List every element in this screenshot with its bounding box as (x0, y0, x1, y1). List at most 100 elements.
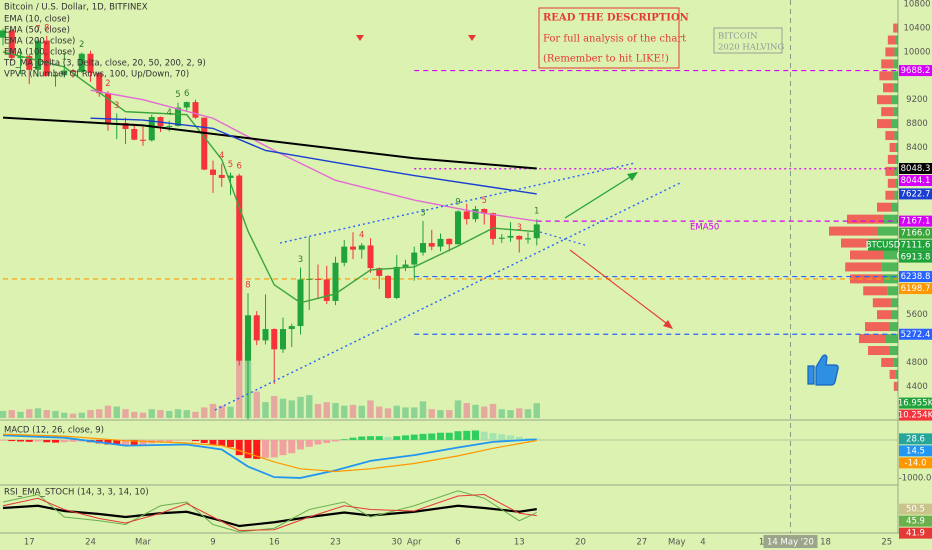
macd-histogram-bar (349, 437, 357, 440)
y-tick-label: 10800 (903, 0, 930, 10)
volume-bar (376, 406, 383, 418)
candle-body (463, 211, 470, 220)
legend-entry: EMA (10, close) (4, 15, 70, 25)
macd-histogram-bar (165, 439, 173, 442)
price-badge (899, 215, 932, 227)
x-tick-label: 27 (636, 538, 647, 548)
macd-histogram-bar (69, 439, 77, 442)
vpvr-up (892, 95, 898, 105)
price-badge-label: -14.0 (905, 458, 927, 468)
macd-histogram-bar (113, 439, 121, 445)
ema-line (2, 116, 537, 170)
vpvr-up (892, 310, 898, 320)
legend-entry: VPVR (Number Of Rows, 100, Up/Down, 70) (4, 70, 189, 80)
candle-body (411, 252, 418, 265)
candle-body (236, 175, 243, 361)
macd-histogram-bar (174, 439, 182, 441)
volume-bar (34, 408, 42, 418)
candle-body (210, 169, 216, 175)
candle-body (122, 123, 129, 129)
x-tick-label: 17 (24, 538, 35, 548)
candle-body (140, 139, 146, 141)
price-badge-label: 16.955K (898, 399, 932, 409)
halving-label: 2020 HALVING (718, 43, 784, 53)
x-tick-label: 30 (391, 538, 402, 548)
volume-bar (157, 410, 164, 418)
pane-label: RSI_EMA_STOCH (14, 3, 3, 14, 10) (4, 488, 149, 498)
td-count: 5 (175, 90, 180, 100)
y-tick-label: 8800 (906, 119, 928, 129)
volume-bar (139, 412, 147, 418)
price-badge (899, 251, 932, 263)
vpvr-down (881, 59, 894, 69)
x-tick-label: 25 (881, 538, 892, 548)
y-tick-label: 10000 (903, 47, 930, 57)
price-badge (899, 162, 932, 174)
price-badge-label: 6913.8 (901, 253, 931, 263)
candle-body (131, 128, 138, 140)
volume-bar (306, 395, 313, 418)
volume-bar (367, 400, 374, 418)
price-badge-label: 8044.1 (901, 176, 931, 186)
candle-body (288, 326, 295, 330)
candle-body (61, 70, 68, 76)
macd-line (2, 434, 537, 479)
macd-histogram-bar (17, 439, 24, 442)
macd-histogram-bar (515, 436, 523, 440)
vpvr-down (877, 202, 892, 212)
volume-bar (201, 407, 208, 418)
candle-body (70, 70, 76, 72)
price-badge-label: 14.5 (906, 446, 925, 456)
volume-bar (122, 409, 129, 418)
macd-histogram-bar (410, 434, 418, 440)
volume-bar (297, 396, 304, 418)
marker (468, 35, 476, 41)
vpvr-up (893, 59, 898, 69)
td-count: 5 (482, 196, 487, 206)
candle-body (306, 278, 313, 280)
volume-bar (463, 403, 470, 418)
volume-bar (419, 401, 427, 418)
vpvr-down (845, 262, 882, 272)
candle-body (52, 75, 59, 77)
symbol-badge (868, 239, 898, 251)
candle-body (262, 329, 269, 341)
vpvr-up (895, 35, 898, 45)
candle-body (87, 53, 94, 73)
x-tick-label: 4 (700, 538, 705, 548)
macd-histogram-bar (192, 439, 199, 442)
y-tick-label: 4800 (906, 358, 928, 368)
y-tick-label: 10400 (903, 24, 930, 34)
macd-histogram-bar (139, 439, 147, 445)
description-line: READ THE DESCRIPTION (543, 13, 689, 24)
vpvr-down (859, 334, 886, 344)
halving-box (713, 27, 783, 54)
price-badge-label: 10.254K (898, 411, 932, 421)
price-badge (899, 503, 932, 515)
volume-bar (52, 410, 59, 418)
vpvr-down (893, 381, 897, 391)
volume-bar (472, 404, 479, 418)
price-badge (899, 457, 932, 469)
ema-line (90, 117, 537, 195)
overlay-layer: 1724Mar9162330Apr6132027May41114 May '20… (3, 15, 932, 548)
arrow-head (663, 320, 673, 329)
x-tick-highlight (763, 535, 818, 548)
arrow (564, 173, 636, 219)
candle-body (472, 209, 479, 220)
candle-body (525, 238, 531, 240)
vpvr-down (841, 238, 880, 248)
signal-line (2, 433, 537, 473)
ema-line (90, 89, 537, 222)
candle-body (323, 279, 330, 301)
td-count: 9 (455, 198, 460, 208)
vpvr-up (889, 322, 898, 332)
volume-bar (174, 409, 182, 418)
vpvr-down (881, 107, 894, 117)
td-count: 3 (298, 255, 303, 265)
candle-body (446, 238, 453, 245)
volume-bar (349, 404, 357, 418)
candle-body (402, 264, 409, 267)
